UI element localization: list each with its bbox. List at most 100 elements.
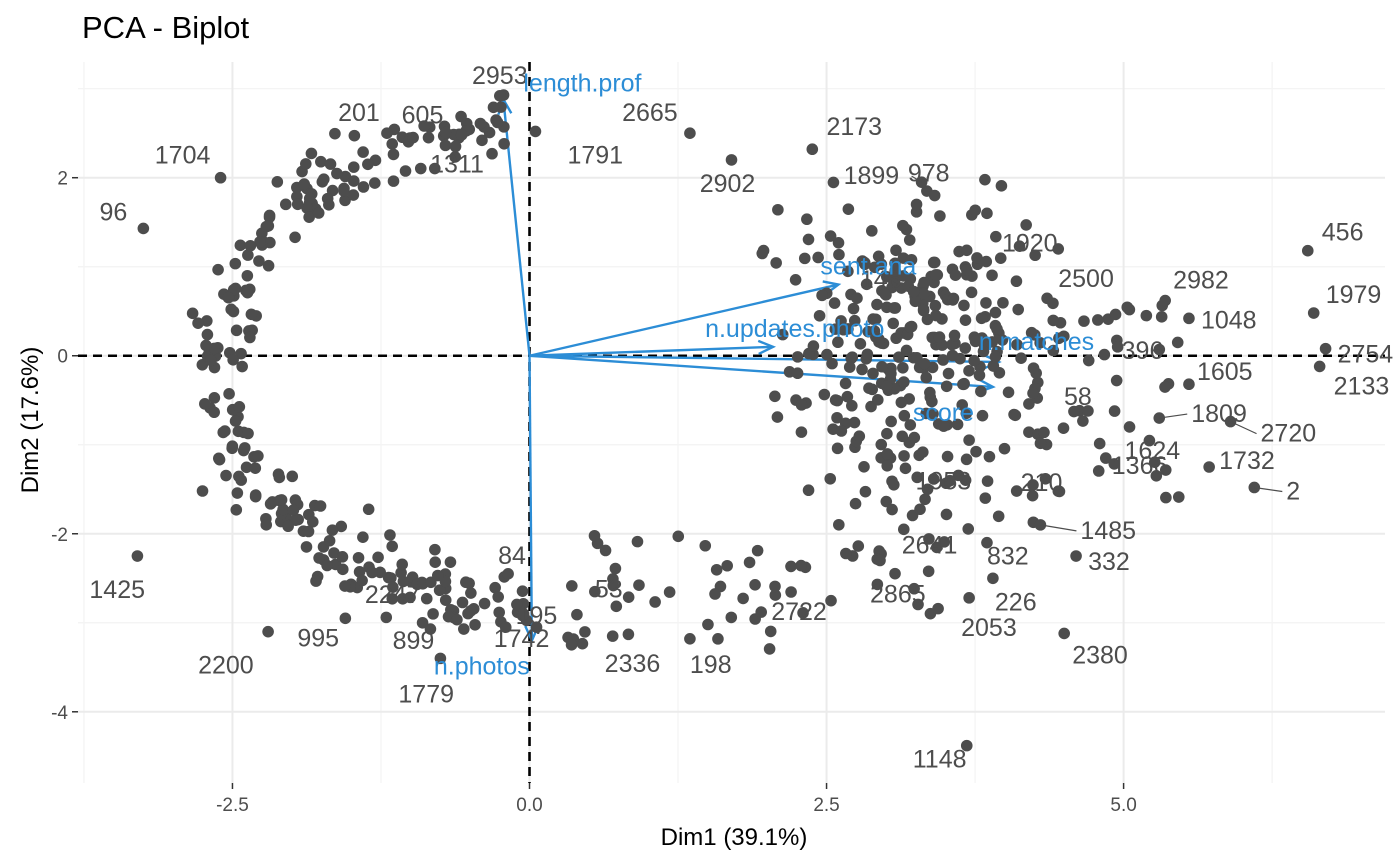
data-point <box>386 592 399 605</box>
data-point <box>840 547 852 560</box>
data-point <box>771 411 784 423</box>
data-point <box>835 315 847 327</box>
data-point <box>940 508 953 521</box>
data-point <box>323 199 335 211</box>
data-point <box>933 331 946 343</box>
data-point <box>897 270 910 282</box>
data-point <box>1010 275 1023 288</box>
data-point <box>899 462 912 475</box>
data-point <box>833 248 845 261</box>
data-point <box>227 354 239 366</box>
point-label: 2336 <box>605 650 661 678</box>
data-point <box>300 541 313 553</box>
data-point <box>302 525 315 538</box>
data-point <box>846 399 858 412</box>
point-labels: 2953 201 605 1704 96 1311 1791 2665 2173 2902 1899… <box>89 62 1393 774</box>
data-point <box>234 239 247 252</box>
data-point <box>489 581 501 594</box>
data-point <box>829 323 842 335</box>
data-point <box>264 498 277 510</box>
data-point <box>959 342 972 354</box>
data-point <box>897 219 909 232</box>
data-point <box>300 158 312 170</box>
data-point <box>979 492 992 504</box>
data-point <box>275 494 288 506</box>
point-label: 2133 <box>1334 372 1390 400</box>
data-point <box>905 253 918 266</box>
data-point <box>994 252 1007 264</box>
data-point <box>397 575 410 588</box>
data-point-labeled <box>903 234 916 246</box>
data-point <box>969 204 982 217</box>
data-point <box>576 637 589 650</box>
data-point <box>474 117 487 130</box>
data-point <box>217 426 230 439</box>
data-point <box>1026 489 1039 502</box>
data-point <box>725 611 738 624</box>
data-point <box>743 556 756 569</box>
data-point-labeled <box>725 154 738 166</box>
data-point <box>323 534 336 547</box>
point-label: 195 <box>516 602 558 630</box>
data-point <box>721 559 733 572</box>
data-point <box>889 567 901 580</box>
data-point <box>875 438 888 451</box>
data-point <box>866 225 878 237</box>
data-point <box>914 503 926 516</box>
data-point-labeled <box>262 625 274 638</box>
data-point <box>898 450 910 462</box>
data-point <box>871 298 883 311</box>
data-point <box>977 345 990 358</box>
data-point <box>802 484 815 497</box>
data-point <box>1034 437 1047 450</box>
data-point-labeled <box>1183 378 1195 391</box>
y-tick-label: -4 <box>51 703 68 724</box>
data-point-labeled <box>1010 485 1023 497</box>
data-point-labeled <box>963 592 975 604</box>
point-label: 96 <box>99 198 127 226</box>
data-point <box>948 329 961 342</box>
data-point <box>898 376 910 388</box>
data-point <box>776 328 789 341</box>
variable-label: length.prof <box>523 69 641 97</box>
y-axis-title: Dim2 (17.6%) <box>17 347 44 494</box>
data-point <box>986 269 998 282</box>
data-point <box>900 344 913 357</box>
label-leader <box>1230 421 1257 435</box>
data-point <box>357 146 369 158</box>
data-point <box>998 442 1011 455</box>
data-point <box>853 430 866 443</box>
data-point <box>1034 337 1046 349</box>
data-point-labeled <box>1099 452 1112 464</box>
data-point <box>859 485 872 498</box>
data-point-labeled <box>339 612 352 625</box>
data-point <box>199 398 211 410</box>
point-label: 2953 <box>472 62 528 90</box>
data-point <box>324 158 337 170</box>
variable-label: n.photos <box>434 653 530 681</box>
data-point <box>196 485 209 497</box>
point-label: 146 <box>860 266 902 294</box>
data-point <box>888 302 900 314</box>
data-point <box>881 427 893 440</box>
data-point-labeled <box>434 652 447 665</box>
data-point <box>366 566 378 579</box>
data-point <box>254 236 266 248</box>
data-point <box>944 474 956 487</box>
data-point <box>368 177 381 189</box>
data-point <box>816 289 828 302</box>
data-point <box>907 285 920 298</box>
data-point <box>798 252 811 265</box>
data-point <box>842 265 854 278</box>
data-point <box>498 137 510 150</box>
point-label: 1979 <box>1326 281 1382 309</box>
data-point-labeled <box>517 608 530 620</box>
point-label: 605 <box>402 102 444 130</box>
data-point <box>818 388 831 401</box>
data-point <box>737 592 749 605</box>
data-point <box>396 558 408 571</box>
data-point <box>491 116 504 129</box>
data-point <box>455 129 468 141</box>
data-point <box>1002 386 1015 399</box>
data-point <box>961 264 973 276</box>
